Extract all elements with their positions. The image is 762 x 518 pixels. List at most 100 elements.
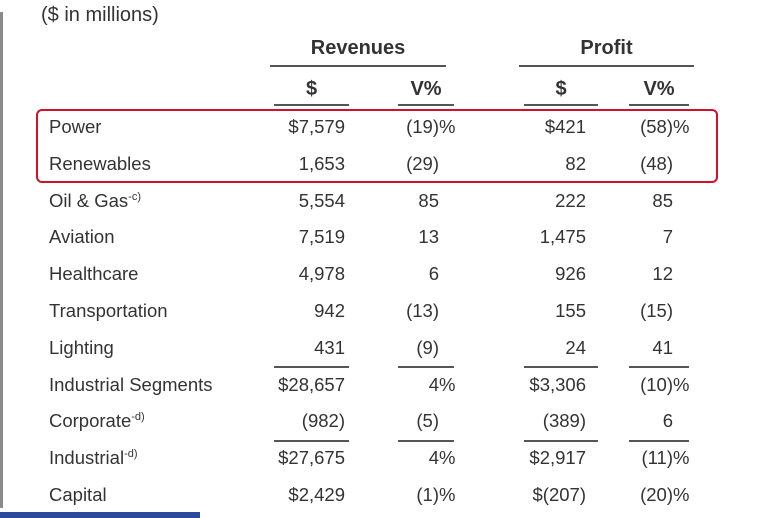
row-label: Renewables [49,153,151,175]
revenue-variance-value: 4 [428,373,439,395]
footnote-marker: -c) [128,190,141,203]
revenue-value: 942 [314,300,345,321]
profit-variance: (48) [640,153,673,175]
profit-variance: (15) [640,300,673,322]
row-label-text: Transportation [49,300,168,321]
profit-variance: (58)% [640,116,689,138]
profit-dollar-header: $ [555,78,567,100]
revenues-header: Revenues [310,37,406,59]
table-row: Healthcare 4,978 6 926 12 [0,255,762,292]
subtotal-line [629,366,689,368]
profit-variance: 41 [652,337,673,359]
revenue-value: $2,429 [288,484,345,505]
row-label-text: Industrial [49,447,125,469]
revenue-variance: (1)% [416,484,455,506]
subtotal-line [274,366,349,368]
revenue-variance-value: 85 [418,189,439,211]
profit-variance: (10)% [640,373,689,396]
row-label-text: Renewables [49,152,151,174]
subtotal-line [398,366,454,368]
profit-variance-value: 12 [652,263,673,285]
profit-value: 222 [555,189,586,211]
profit-variance: 85 [652,190,673,212]
revenue-variance: (9) [416,337,439,359]
profit-value: 926 [555,263,586,285]
profit-value: $2,917 [529,447,586,469]
row-label: Power [49,116,101,138]
rev-dollar-header: $ [305,78,318,100]
revenue-variance-value: (29) [406,152,439,174]
col-underline [629,104,689,106]
row-label: Aviation [49,226,114,248]
table-row: Power $7,579 (19)% $421 (58)% [0,108,762,145]
profit-underline [519,65,694,67]
table-row: Industrial Segments $28,657 4% $3,306 (1… [0,366,762,403]
rev-v-header: V% [410,78,442,100]
profit-v-header: V% [643,78,675,100]
percent-sign: % [439,484,456,505]
revenue-variance-value: 13 [418,226,439,248]
percent-sign: % [673,484,690,505]
profit-value: $(207) [532,484,586,505]
revenue-value: 1,653 [298,152,345,174]
row-label: Capital [49,484,107,506]
row-label-text: Power [49,116,102,137]
profit-value: 24 [565,336,586,358]
profit-variance-value: (48) [640,152,673,174]
table-row: Industrial-d) $27,675 4% $2,917 (11)% [0,439,762,476]
table-row: Corporate-d) (982) (5) (389) 6 [0,402,762,439]
profit-variance: 6 [663,410,673,432]
revenue-variance-value: 6 [428,263,439,285]
row-label-text: Healthcare [49,263,139,285]
revenue-variance: (29) [406,153,439,175]
col-underline [524,104,598,106]
row-label: Industrial Segments [49,374,213,396]
percent-sign: % [439,447,456,469]
revenue-variance-value: (5) [416,410,439,432]
revenue-variance: (19)% [406,116,455,138]
profit-variance-value: (15) [640,300,673,321]
revenue-variance-value: (1) [416,484,439,505]
profit-variance-value: (10) [640,373,673,395]
profit-value: $421 [544,116,586,137]
row-label: Transportation [49,300,168,322]
revenue-variance: 13 [418,226,439,248]
percent-sign: % [439,116,456,137]
col-underline [274,104,349,106]
row-label: Industrial-d) [49,447,138,469]
row-label-text: Industrial Segments [49,373,213,395]
row-label: Corporate-d) [49,410,145,432]
profit-value: 82 [565,152,586,174]
revenue-variance: (13) [406,300,439,322]
row-label-text: Corporate [49,410,132,432]
table-row: Oil & Gas-c) 5,554 85 222 85 [0,182,762,219]
revenue-variance: 6 [429,263,439,285]
profit-variance-value: (20) [640,484,673,505]
row-label: Healthcare [49,263,138,285]
highlight-box [36,109,718,183]
percent-sign: % [673,373,690,395]
revenue-variance-value: 4 [428,447,439,469]
row-label: Lighting [49,337,114,359]
revenue-variance: (5) [416,410,439,432]
profit-variance-value: 41 [652,336,673,358]
table-row: Renewables 1,653 (29) 82 (48) [0,145,762,182]
table-row: Aviation 7,519 13 1,475 7 [0,218,762,255]
profit-value: (389) [542,410,586,432]
profit-variance-value: 85 [652,189,673,211]
table-row: Capital $2,429 (1)% $(207) (20)% [0,476,762,513]
table-row: Lighting 431 (9) 24 41 [0,329,762,366]
revenue-value: $7,579 [288,116,345,137]
profit-value: $3,306 [529,373,586,395]
bottom-accent-bar [0,512,200,518]
table-row: Transportation 942 (13) 155 (15) [0,292,762,329]
percent-sign: % [673,116,690,137]
profit-header: Profit [580,37,633,59]
revenue-variance: 4% [428,447,456,469]
row-label-text: Capital [49,484,107,505]
revenue-variance: 85 [418,190,439,212]
profit-variance: 12 [652,263,673,285]
percent-sign: % [439,373,456,395]
revenue-value: $28,657 [278,373,345,395]
row-label-text: Aviation [49,226,115,248]
